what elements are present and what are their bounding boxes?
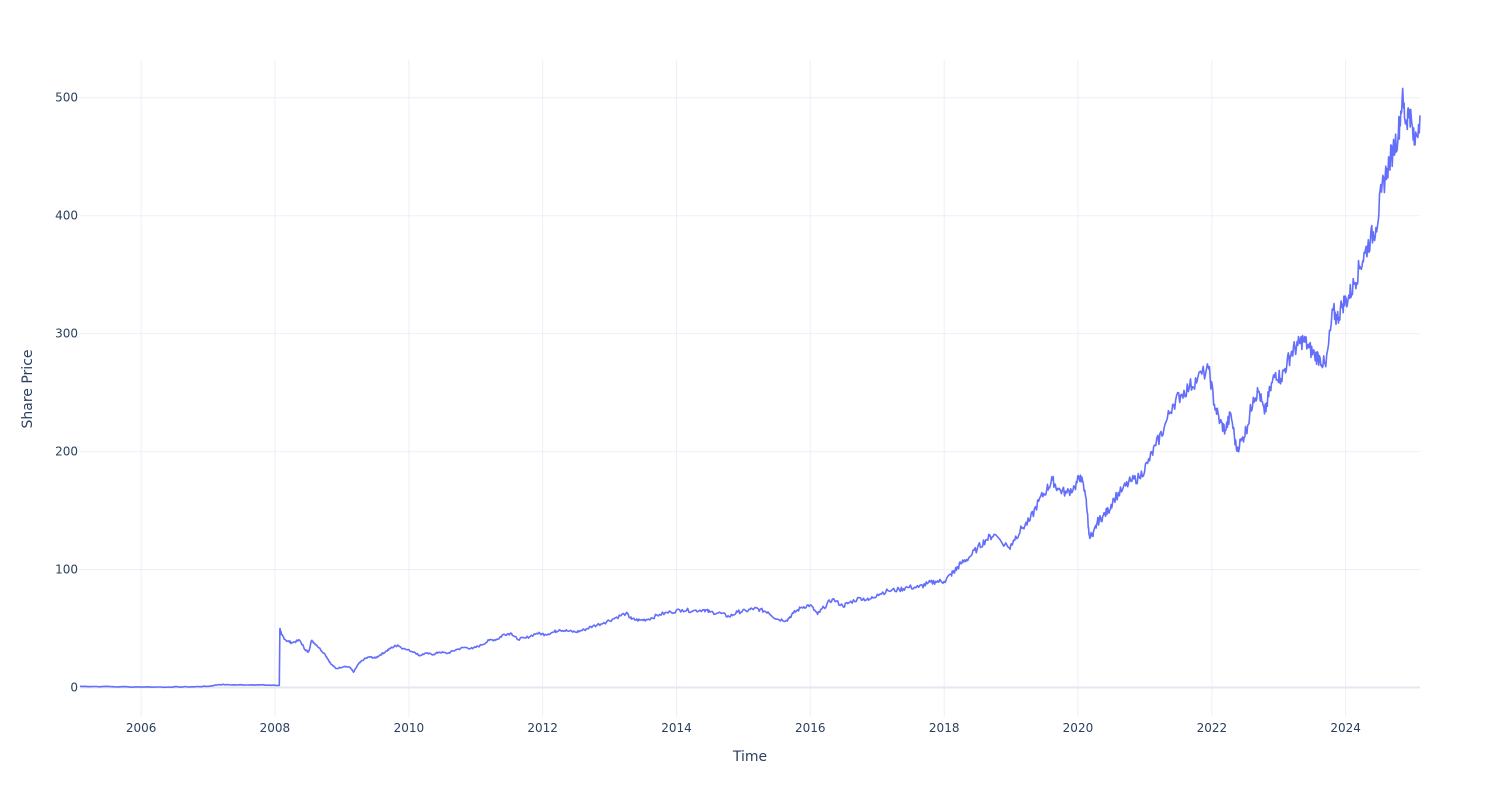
series-line	[79, 87, 1421, 689]
x-tick-labels: 2006 2008 2010 2012 2014 2016 2018 2020 2022 2024	[126, 721, 1361, 735]
y-tick-label: 300	[55, 327, 78, 341]
x-tick-label: 2022	[1197, 721, 1228, 735]
x-tick-label: 2010	[394, 721, 425, 735]
y-tick-label: 0	[70, 681, 78, 695]
y-tick-label: 500	[55, 91, 78, 105]
x-tick-label: 2008	[260, 721, 291, 735]
y-tick-labels: 0 100 200 300 400 500	[55, 91, 78, 695]
y-tick-label: 400	[55, 209, 78, 223]
x-axis-title: Time	[732, 749, 767, 765]
x-tick-label: 2006	[126, 721, 157, 735]
x-tick-label: 2014	[661, 721, 692, 735]
x-tick-label: 2020	[1063, 721, 1094, 735]
y-axis-title: Share Price	[20, 349, 36, 428]
x-tick-label: 2018	[929, 721, 960, 735]
grid-lines	[80, 60, 1420, 717]
y-tick-label: 100	[55, 563, 78, 577]
x-tick-label: 2012	[527, 721, 558, 735]
x-tick-label: 2016	[795, 721, 826, 735]
x-tick-label: 2024	[1330, 721, 1361, 735]
y-tick-label: 200	[55, 445, 78, 459]
